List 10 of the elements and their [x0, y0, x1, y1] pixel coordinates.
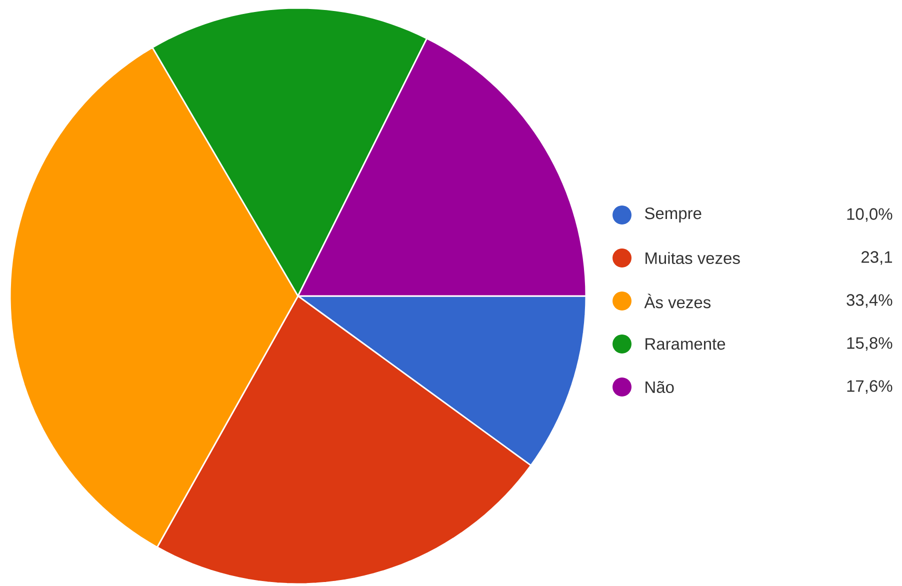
legend-label: Sempre — [644, 208, 702, 222]
data-label: 23,1 — [862, 251, 892, 265]
data-label: 10,0% — [847, 208, 892, 222]
data-label: 33,4% — [846, 294, 892, 308]
legend-label: Muitas vezes — [646, 252, 740, 264]
data-label: 17,6% — [847, 380, 892, 394]
data-label: 15,8% — [847, 337, 892, 351]
legend-label: Não — [646, 381, 674, 393]
legend-label: Raramente — [646, 338, 726, 350]
legend-label: Às vezes — [644, 294, 711, 308]
